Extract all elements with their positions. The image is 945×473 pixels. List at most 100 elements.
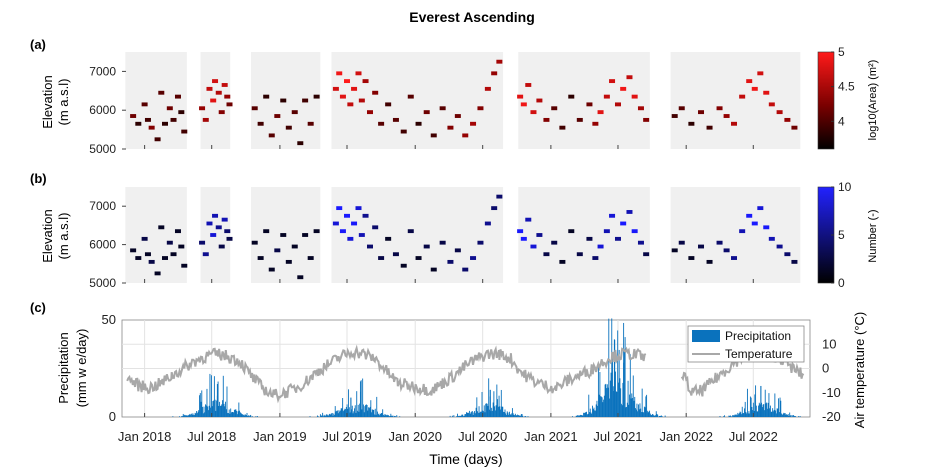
precipitation-bar (471, 411, 473, 417)
precipitation-bar (660, 415, 662, 417)
legend-precipitation-swatch (692, 330, 720, 342)
precipitation-bar (502, 406, 504, 417)
heatmap-cell (643, 252, 650, 257)
precipitation-bar (377, 414, 379, 417)
precipitation-bar (781, 414, 783, 417)
precipitation-bar (172, 416, 174, 417)
precipitation-bar (524, 415, 526, 417)
colorbar-tick-label: 0 (838, 276, 845, 290)
precipitation-bar (752, 410, 754, 417)
heatmap-cell (181, 263, 188, 268)
precipitation-bar (218, 405, 220, 417)
precipitation-bar (373, 409, 375, 417)
precipitation-bar (233, 409, 235, 417)
precipitation-bar (492, 402, 494, 417)
precipitation-bar (215, 410, 217, 417)
precipitation-bar (338, 410, 340, 417)
precipitation-bar (391, 415, 393, 417)
precipitation-bar (317, 416, 319, 417)
precipitation-bar (510, 415, 512, 417)
precipitation-bar (504, 409, 506, 417)
precipitation-bar (738, 414, 739, 417)
observation-window (125, 52, 187, 149)
ylabel-c-right: Air temperature (°C) (852, 312, 867, 428)
precipitation-bar (595, 404, 597, 417)
precipitation-bar (600, 396, 602, 417)
precipitation-bar (734, 414, 736, 417)
precipitation-bar (334, 406, 336, 417)
precipitation-bar (776, 408, 778, 417)
precipitation-bar (463, 416, 464, 417)
precipitation-bar (224, 406, 226, 417)
heatmap-cell (144, 252, 151, 257)
x-tick-label: Jan 2018 (118, 429, 172, 444)
precipitation-bar (724, 415, 725, 417)
precipitation-bar (228, 409, 230, 417)
heatmap-cell (178, 110, 185, 115)
precipitation-bar (772, 411, 774, 417)
precipitation-bar (733, 415, 735, 417)
precipitation-bar (392, 415, 394, 417)
precipitation-bar (356, 391, 358, 417)
precipitation-bar (364, 406, 366, 417)
heatmap-cell (698, 244, 705, 249)
heatmap-cell (166, 240, 173, 245)
precipitation-bar (459, 415, 461, 417)
heatmap-cell (731, 256, 738, 260)
precipitation-bar (457, 415, 459, 417)
precipitation-bar (775, 410, 777, 417)
precipitation-bar (349, 412, 351, 417)
heatmap-cell (355, 206, 362, 211)
heatmap-cell (307, 121, 314, 126)
heatmap-cell (543, 252, 550, 257)
panel-label-a: (a) (30, 37, 46, 52)
precipitation-bar (194, 412, 196, 417)
precipitation-bar (586, 411, 588, 417)
precipitation-bar (344, 408, 346, 417)
heatmap-cell (135, 121, 142, 126)
precipitation-bar (316, 415, 318, 417)
precipitation-bar (249, 415, 251, 417)
precipitation-bar (624, 337, 626, 417)
precipitation-bar (608, 318, 610, 417)
heatmap-cell (130, 248, 137, 253)
precipitation-bar (399, 416, 401, 417)
precipitation-bar (790, 415, 792, 417)
precipitation-peak-bar (350, 397, 352, 417)
heatmap-cell (614, 236, 621, 241)
precipitation-bar (515, 415, 517, 417)
heatmap-cell (415, 121, 422, 126)
precipitation-bar (610, 372, 612, 417)
heatmap-cell (339, 94, 346, 99)
precipitation-bar (594, 410, 596, 417)
heatmap-cell (791, 259, 798, 264)
precipitation-bar (499, 406, 501, 417)
heatmap-cell (280, 233, 287, 237)
heatmap-cell (130, 114, 137, 118)
precipitation-bar (719, 415, 721, 417)
precipitation-bar (220, 405, 222, 417)
heatmap-cell (517, 94, 524, 99)
y-left-tick-label: 0 (109, 409, 116, 424)
precipitation-bar (511, 413, 513, 417)
precipitation-bar (584, 412, 586, 417)
y-tick-label: 6000 (89, 238, 116, 252)
heatmap-cell (484, 86, 491, 91)
precipitation-bar (366, 404, 368, 417)
colorbar-tick-label: 10 (838, 180, 852, 194)
precipitation-bar (235, 409, 237, 417)
precipitation-bar (358, 411, 360, 417)
heatmap-cell (626, 75, 633, 80)
precipitation-bar (184, 414, 186, 417)
heatmap-cell (141, 236, 148, 241)
heatmap-cell (268, 267, 275, 272)
precipitation-bar (607, 387, 609, 417)
precipitation-bar (348, 407, 350, 417)
precipitation-bar (781, 413, 782, 417)
heatmap-cell (525, 83, 532, 87)
precipitation-bar (354, 408, 355, 417)
precipitation-bar (204, 412, 206, 417)
precipitation-bar (742, 413, 744, 417)
precipitation-bar (576, 415, 578, 417)
heatmap-cell (551, 106, 558, 111)
